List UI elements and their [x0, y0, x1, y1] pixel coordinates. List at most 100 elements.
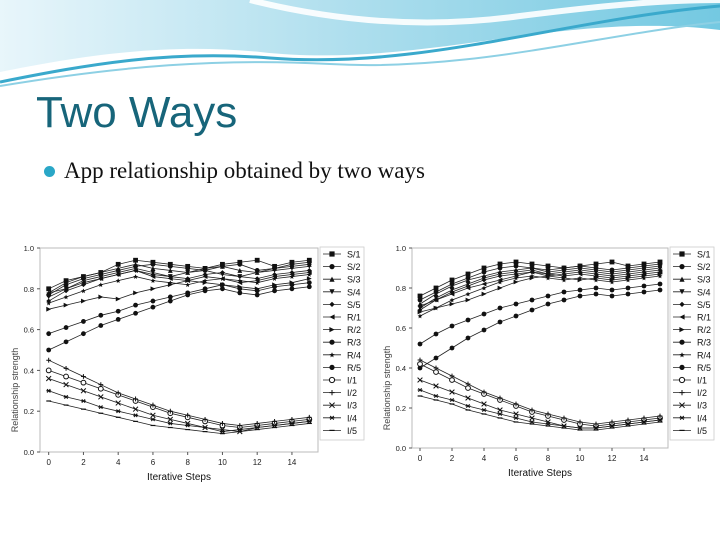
data-point	[63, 381, 69, 388]
data-point	[167, 263, 173, 269]
legend-label: I/5	[347, 426, 357, 436]
legend-marker	[679, 339, 685, 345]
legend-label: S/4	[697, 287, 711, 297]
legend-box	[669, 246, 715, 441]
data-point	[481, 389, 487, 395]
legend-label: I/2	[347, 388, 357, 398]
data-point	[561, 423, 567, 429]
data-point	[625, 273, 631, 279]
legend-label: S/3	[347, 275, 361, 285]
data-point	[449, 397, 455, 403]
data-point	[625, 291, 631, 297]
legend-entry: I/4	[673, 413, 707, 423]
data-point	[497, 261, 503, 267]
data-point	[577, 425, 583, 431]
data-point	[561, 415, 567, 421]
legend-label: S/2	[347, 262, 361, 272]
legend-entry: S/1	[323, 250, 361, 260]
series-i-5	[417, 395, 663, 431]
data-point	[272, 288, 277, 294]
data-point	[593, 421, 599, 427]
data-point	[577, 269, 583, 275]
data-point	[609, 423, 615, 429]
data-point	[306, 268, 312, 273]
x-tick-label: 12	[608, 454, 617, 463]
data-point	[45, 367, 52, 374]
x-tick-label: 2	[81, 458, 86, 467]
data-point	[81, 374, 86, 379]
data-point	[81, 331, 86, 337]
data-point	[545, 293, 551, 299]
legend-entry: S/3	[673, 275, 711, 285]
legend-entry: R/5	[673, 363, 711, 373]
data-point	[481, 269, 487, 275]
data-point	[63, 394, 69, 399]
legend-marker	[329, 327, 335, 333]
data-point	[513, 411, 519, 417]
data-point	[481, 407, 487, 413]
legend-marker	[329, 415, 335, 420]
data-point	[609, 287, 615, 293]
data-point	[417, 387, 423, 393]
data-point	[465, 395, 471, 401]
data-point	[133, 274, 138, 279]
data-point	[46, 357, 52, 363]
data-point	[465, 291, 471, 297]
legend-marker	[328, 376, 336, 384]
data-point	[561, 277, 567, 283]
data-point	[272, 272, 277, 277]
data-point	[220, 270, 225, 275]
data-point	[449, 389, 455, 395]
data-point	[46, 306, 52, 312]
series-r-5	[417, 287, 663, 371]
x-tick-label: 4	[116, 458, 121, 467]
legend-entry: S/1	[673, 250, 711, 260]
series-i-1	[45, 367, 313, 431]
legend-marker	[329, 339, 335, 345]
legend-entry: I/3	[673, 401, 707, 411]
data-point	[657, 417, 663, 423]
data-point	[167, 280, 173, 286]
legend-entry: R/2	[673, 325, 711, 335]
legend-label: R/4	[347, 350, 361, 360]
y-tick-label: 0.8	[24, 285, 34, 294]
series-i-3	[45, 375, 313, 435]
data-point	[185, 282, 191, 288]
data-point	[98, 323, 104, 328]
data-point	[202, 280, 208, 286]
data-point	[63, 373, 69, 380]
data-point	[497, 305, 503, 311]
legend-marker	[329, 264, 335, 270]
data-point	[98, 382, 104, 388]
data-point	[497, 319, 503, 325]
legend-marker	[679, 390, 685, 396]
data-point	[529, 269, 535, 275]
data-point	[577, 277, 583, 283]
y-tick-label: 0.0	[396, 444, 406, 453]
data-point	[641, 269, 647, 275]
x-tick-label: 6	[151, 458, 156, 467]
y-tick-label: 0.6	[24, 326, 34, 335]
legend-label: R/3	[697, 338, 711, 348]
legend-marker	[329, 352, 335, 358]
x-tick-label: 12	[253, 458, 262, 467]
legend-marker	[329, 276, 335, 282]
data-point	[513, 279, 519, 285]
series-line	[419, 263, 661, 301]
legend-marker	[329, 251, 335, 257]
data-point	[289, 421, 295, 426]
x-axis-label: Iterative Steps	[508, 468, 572, 479]
data-point	[81, 398, 86, 404]
legend-label: I/4	[347, 413, 357, 423]
data-point	[185, 266, 191, 271]
data-point	[115, 317, 121, 322]
data-point	[167, 276, 173, 281]
legend-marker	[679, 251, 685, 257]
x-tick-label: 0	[418, 454, 423, 463]
data-point	[593, 271, 599, 277]
data-point	[449, 373, 455, 379]
data-point	[98, 405, 104, 410]
legend-label: S/2	[697, 262, 711, 272]
data-point	[657, 269, 663, 275]
data-point	[513, 401, 519, 407]
